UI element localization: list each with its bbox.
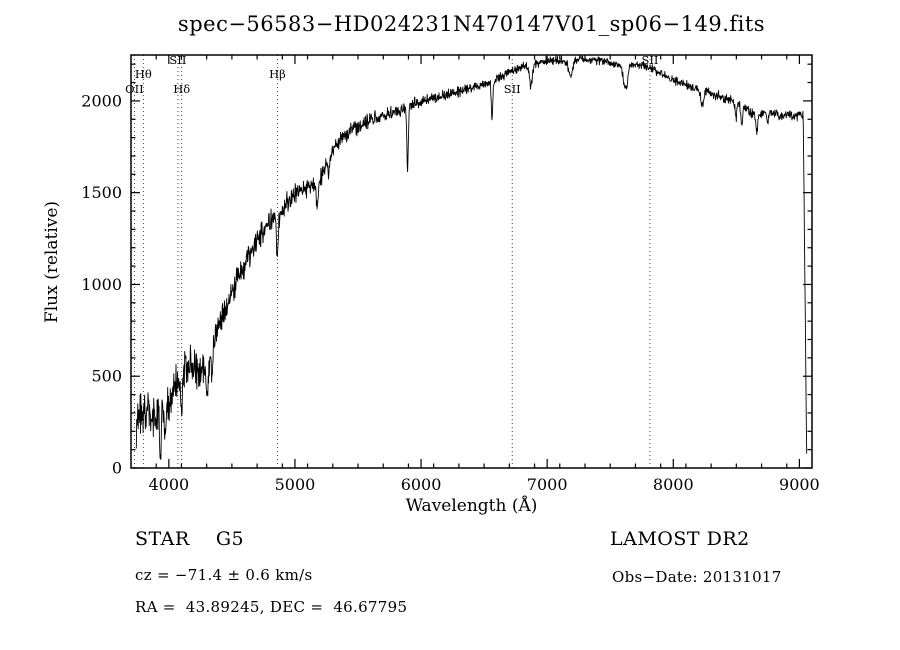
annotation-survey: LAMOST DR2 [610,528,750,550]
x-tick-label: 5000 [275,475,316,494]
line-marker-label: SII [169,53,186,67]
annotation-cz: cz = −71.4 ± 0.6 km/s [135,566,313,584]
annotation-obs-date: Obs−Date: 20131017 [612,568,782,586]
y-tick-label: 2000 [81,91,122,110]
x-tick-label: 6000 [401,475,442,494]
line-marker-label: Hβ [269,67,286,81]
x-tick-label: 7000 [527,475,568,494]
annotation-star-class: STAR G5 [135,528,245,550]
x-tick-label: 4000 [148,475,189,494]
x-axis-label: Wavelength (Å) [405,496,538,516]
annotation-ra-dec: RA = 43.89245, DEC = 46.67795 [135,598,408,616]
y-tick-label: 1000 [81,275,122,294]
y-tick-label: 500 [91,367,122,386]
y-tick-label: 0 [112,459,122,478]
x-tick-label: 8000 [653,475,694,494]
spectrum-trace [135,55,808,460]
axis-ticks: 4000 5000 6000 7000 8000 9000 0 500 1000 1500 2000 [81,55,820,494]
line-marker-label: SII [504,82,521,96]
line-marker-label: Hθ [135,67,152,81]
line-marker-label: Hδ [173,82,190,96]
line-marker-label: OII [125,82,144,96]
y-axis-label: Flux (relative) [42,200,62,324]
plot-box [130,54,813,469]
line-marker-label: SII [641,53,658,67]
y-tick-label: 1500 [81,183,122,202]
x-tick-label: 9000 [779,475,820,494]
page-title: spec−56583−HD024231N470147V01_sp06−149.f… [177,12,766,36]
